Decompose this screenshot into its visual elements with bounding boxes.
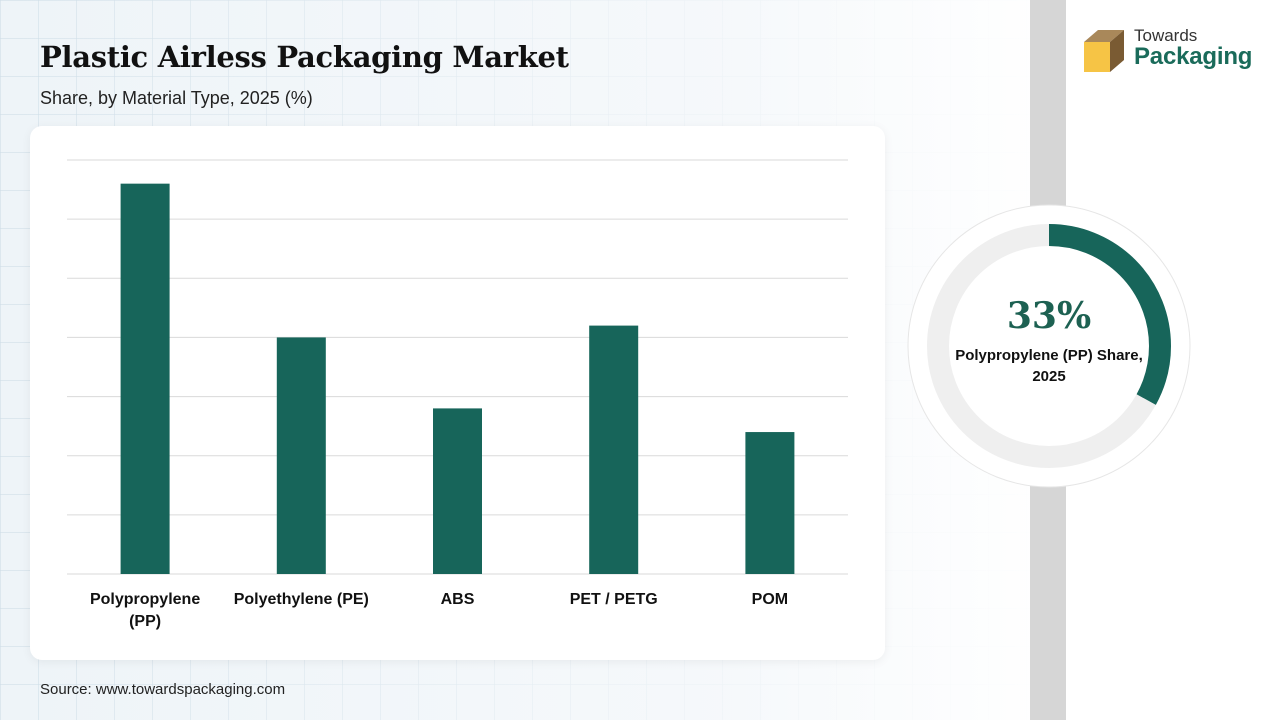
x-axis-label: Polyethylene (PE) (234, 591, 369, 608)
source-note: Source: www.towardspackaging.com (40, 681, 286, 698)
donut-caption: Polypropylene (PP) Share, 2025 (955, 347, 1143, 385)
bar-chart: Polypropylene (PP) Polyethylene (PE) ABS PET… (67, 159, 848, 630)
brand-name-top: Towards (1134, 26, 1198, 45)
donut-chart: 33% Polypropylene (PP) Share, 2025 (906, 203, 1192, 489)
x-axis-label: POM (752, 591, 788, 608)
bar-pom (745, 432, 795, 574)
bar-polyethylene-pe (276, 337, 326, 574)
chart-x-labels: Polypropylene (PP) Polyethylene (PE) ABS PET… (90, 591, 788, 630)
bar-polypropylene-pp (120, 183, 170, 574)
page-title: Plastic Airless Packaging Market (40, 40, 569, 74)
chart-bars (120, 183, 795, 574)
donut-value: 33% (1006, 295, 1092, 337)
x-axis-label: PET / PETG (570, 591, 658, 608)
brand-logo[interactable]: Towards Packaging (1082, 26, 1252, 78)
page-subtitle: Share, by Material Type, 2025 (%) (40, 88, 313, 108)
brand-name-bottom: Packaging (1134, 43, 1253, 70)
bar-pet-petg (589, 325, 639, 574)
x-axis-label: Polypropylene (PP) (90, 591, 200, 630)
bar-abs (433, 408, 482, 574)
donut-outer-ring (907, 204, 1191, 488)
bar-chart-card: Polypropylene (PP) Polyethylene (PE) ABS PET… (30, 126, 885, 660)
donut-arc-polypropylene (927, 224, 1171, 468)
chart-gridlines (67, 159, 848, 575)
box-logo-icon (1084, 30, 1124, 72)
x-axis-label: ABS (441, 591, 475, 608)
